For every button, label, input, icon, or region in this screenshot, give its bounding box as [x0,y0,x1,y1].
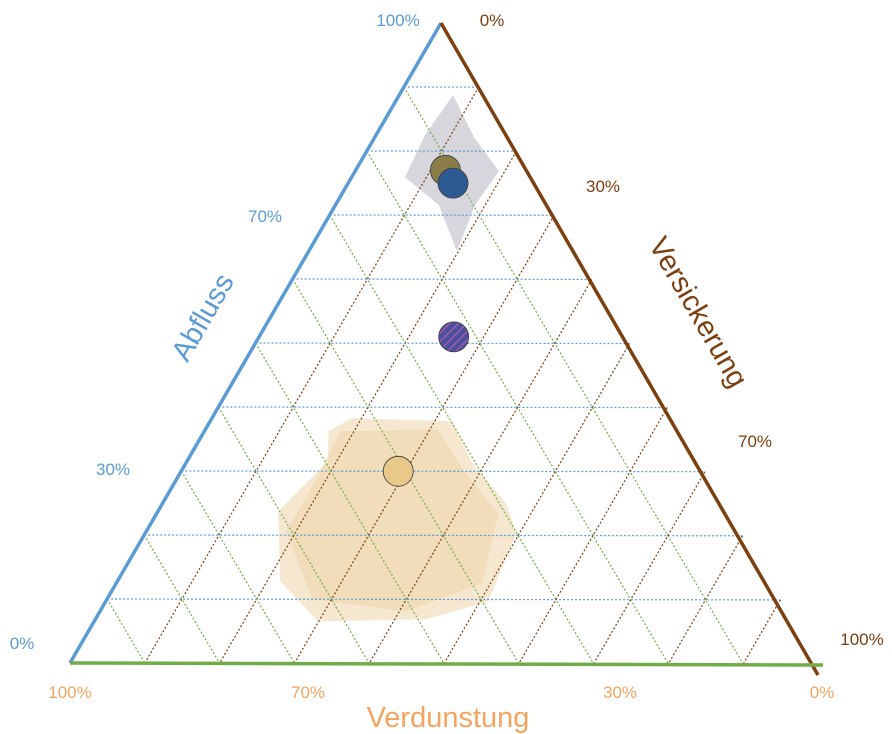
abfluss-tick-top: 100% [376,11,419,30]
verdunstung-axis-title: Verdunstung [367,702,530,734]
shaded-region [286,429,499,612]
abfluss-axis-edge [68,22,443,664]
versickerung-tick-upper: 30% [586,177,620,196]
verdunstung-gridline [217,406,370,664]
verdunstung-gridline [180,470,295,664]
regions-layer [278,95,517,622]
abfluss-tick-upper: 70% [248,207,282,226]
abfluss-tick-lower: 30% [96,460,130,479]
versickerung-gridline [144,86,480,664]
versickerung-gridline [518,407,668,664]
verdunstung-gridline [254,342,445,664]
versickerung-gridline [593,471,706,665]
verdunstung-tick-lower: 30% [603,683,637,702]
versickerung-gridline [667,535,744,665]
verdunstung-tick-upper: 70% [291,683,325,702]
versickerung-tick-bottom: 100% [840,630,883,649]
verdunstung-gridline [329,214,595,665]
verdunstung-gridline [403,86,744,665]
abfluss-gridline [218,406,668,409]
verdunstung-tick-left: 100% [48,683,91,702]
versickerung-gridline [443,343,631,664]
abfluss-tick-bottom: 0% [10,634,35,653]
versickerung-axis-edge [439,22,820,676]
versickerung-axis-title: Versickerung [642,232,754,393]
versickerung-gridline [219,150,517,664]
abfluss-gridline [181,470,705,473]
verdunstung-axis-edge [69,661,824,667]
data-point [438,321,470,353]
versickerung-tick-top: 0% [480,11,505,30]
verdunstung-gridline [143,534,221,664]
verdunstung-tick-right: 0% [810,683,835,702]
versickerung-tick-lower: 70% [738,432,772,451]
versickerung-gridline [742,599,781,665]
points-layer [382,154,470,487]
abfluss-gridline [107,598,781,601]
data-point [382,455,414,487]
verdunstung-gridline [366,150,669,665]
abfluss-axis-title: Abfluss [166,268,241,366]
data-point [437,167,469,199]
grid-layer [106,86,781,665]
verdunstung-gridline [106,598,146,664]
